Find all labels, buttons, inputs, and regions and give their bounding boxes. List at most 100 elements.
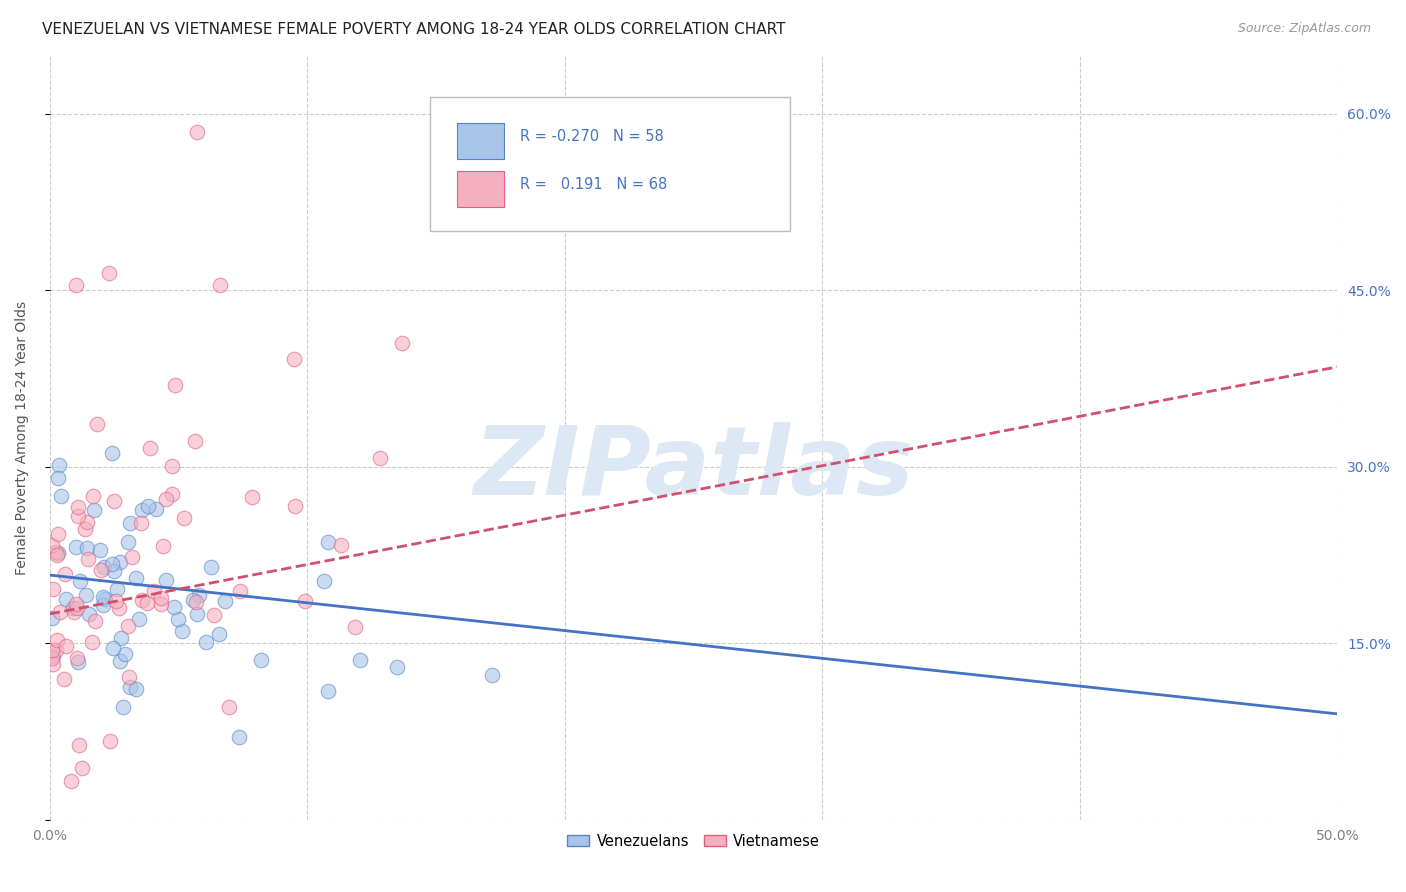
- Point: [128, 612, 150, 626]
- Point: [184, 595, 207, 609]
- Point: [163, 599, 186, 614]
- Point: [76, 515, 98, 529]
- Point: [75, 588, 97, 602]
- Text: Source: ZipAtlas.com: Source: ZipAtlas.com: [1237, 22, 1371, 36]
- Point: [104, 594, 127, 608]
- Point: [91, 598, 114, 612]
- Point: [49, 605, 72, 619]
- Point: [208, 277, 231, 292]
- Point: [249, 652, 271, 666]
- Point: [117, 618, 139, 632]
- Point: [165, 378, 187, 392]
- Point: [481, 668, 503, 682]
- Point: [150, 597, 173, 611]
- Point: [242, 490, 264, 504]
- Point: [160, 459, 183, 474]
- Point: [108, 654, 131, 668]
- Text: R =   0.191   N = 68: R = 0.191 N = 68: [520, 178, 666, 193]
- Point: [284, 499, 307, 513]
- Point: [120, 680, 142, 694]
- Point: [80, 634, 103, 648]
- Point: [368, 451, 391, 466]
- Point: [108, 555, 131, 569]
- Point: [343, 620, 366, 634]
- Point: [49, 489, 72, 503]
- Point: [138, 499, 160, 513]
- Point: [66, 601, 89, 615]
- Point: [93, 559, 115, 574]
- FancyBboxPatch shape: [430, 97, 790, 231]
- Point: [97, 266, 120, 280]
- Point: [316, 535, 339, 549]
- Point: [45, 545, 67, 559]
- Point: [42, 649, 65, 664]
- Point: [314, 574, 336, 588]
- Point: [229, 584, 252, 599]
- Point: [318, 684, 340, 698]
- Point: [66, 655, 89, 669]
- Point: [139, 441, 162, 455]
- Point: [83, 503, 105, 517]
- Point: [200, 560, 222, 574]
- Point: [55, 639, 77, 653]
- Point: [76, 541, 98, 555]
- Text: ZIPatlas: ZIPatlas: [474, 422, 914, 515]
- Point: [65, 540, 87, 554]
- Point: [48, 546, 70, 560]
- Point: [77, 551, 100, 566]
- Legend: Venezuelans, Vietnamese: Venezuelans, Vietnamese: [561, 828, 825, 855]
- Point: [101, 557, 124, 571]
- Point: [160, 487, 183, 501]
- Point: [152, 539, 174, 553]
- Point: [53, 567, 76, 582]
- Point: [103, 494, 125, 508]
- Point: [46, 549, 69, 563]
- Point: [145, 502, 167, 516]
- Point: [186, 125, 208, 139]
- Y-axis label: Female Poverty Among 18-24 Year Olds: Female Poverty Among 18-24 Year Olds: [15, 301, 30, 574]
- Point: [70, 760, 93, 774]
- Point: [129, 516, 152, 531]
- Point: [110, 631, 132, 645]
- Point: [195, 634, 218, 648]
- Point: [98, 734, 121, 748]
- Point: [65, 598, 87, 612]
- Point: [155, 574, 177, 588]
- Point: [48, 458, 70, 472]
- Point: [143, 584, 166, 599]
- Point: [173, 510, 195, 524]
- Point: [330, 538, 353, 552]
- Point: [105, 582, 128, 596]
- Point: [41, 537, 63, 551]
- Point: [120, 516, 142, 531]
- Point: [65, 277, 87, 292]
- Point: [294, 594, 316, 608]
- Point: [136, 596, 159, 610]
- Point: [90, 563, 112, 577]
- Point: [131, 592, 153, 607]
- Point: [391, 336, 413, 351]
- Point: [103, 641, 125, 656]
- Point: [214, 594, 236, 608]
- Point: [82, 489, 104, 503]
- Point: [46, 471, 69, 485]
- Point: [66, 508, 89, 523]
- FancyBboxPatch shape: [457, 171, 505, 207]
- Point: [69, 574, 91, 589]
- Point: [55, 591, 77, 606]
- Point: [67, 739, 90, 753]
- Point: [73, 522, 96, 536]
- Point: [41, 611, 63, 625]
- Point: [66, 651, 89, 665]
- Point: [125, 571, 148, 585]
- Point: [86, 417, 108, 431]
- Point: [63, 605, 86, 619]
- Point: [100, 446, 122, 460]
- Point: [45, 632, 67, 647]
- Point: [202, 607, 225, 622]
- Point: [108, 601, 131, 615]
- Point: [103, 565, 125, 579]
- Point: [62, 601, 84, 615]
- Point: [42, 657, 65, 672]
- Point: [67, 500, 90, 514]
